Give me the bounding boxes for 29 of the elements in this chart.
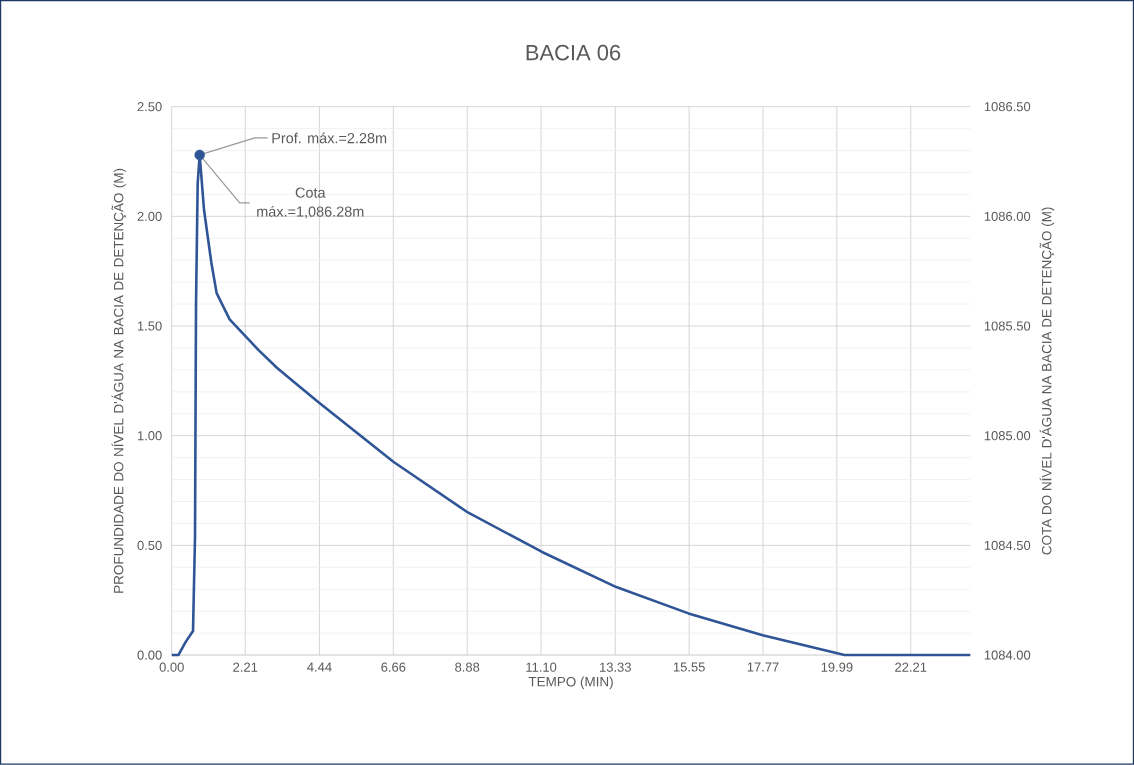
y2-tick-label: 1084.50 [984, 540, 1031, 551]
y2-axis-title: COTA DO NÍVEL D'ÁGUA NA BACIA DE DETENÇÃO (M) [1039, 207, 1055, 555]
x-axis-title: TEMPO (MIN) [528, 676, 613, 690]
y2-tick-label: 1084.00 [984, 650, 1031, 660]
y-axis-title: PROFUNDIDADE DO NÍVEL D'ÁGUA NA BACIA DE DETENÇÃO (M) [111, 168, 127, 593]
annotation: Prof. máx.=2.28m [272, 132, 387, 144]
x-tick-label: 19.99 [821, 662, 853, 672]
y-tick-label: 0.50 [137, 540, 162, 551]
y-tick-label: 2.50 [137, 102, 162, 112]
y2-tick-label: 1086.50 [984, 102, 1031, 112]
x-tick-label: 11.10 [526, 662, 557, 672]
annotation: Cota máx.=1,086.28m [257, 187, 364, 219]
chart-title: BACIA 06 [526, 44, 621, 61]
y-tick-label: 1.50 [137, 321, 162, 331]
x-tick-label: 2.21 [233, 662, 258, 672]
x-tick-label: 0.00 [159, 662, 184, 672]
x-tick-label: 4.44 [307, 662, 332, 672]
y-tick-label: 0.00 [137, 650, 162, 660]
y2-tick-label: 1085.00 [984, 431, 1031, 441]
x-tick-label: 6.66 [381, 662, 406, 672]
y-tick-label: 1.00 [137, 431, 162, 441]
x-tick-label: 8.88 [455, 662, 480, 672]
x-tick-label: 15.55 [673, 662, 705, 672]
y-tick-label: 2.00 [137, 211, 162, 222]
x-tick-label: 13.33 [600, 662, 631, 672]
x-tick-label: 17.77 [747, 662, 779, 672]
y2-tick-label: 1086.00 [984, 211, 1031, 222]
x-tick-label: 22.21 [895, 662, 927, 672]
y2-tick-label: 1085.50 [984, 321, 1031, 331]
